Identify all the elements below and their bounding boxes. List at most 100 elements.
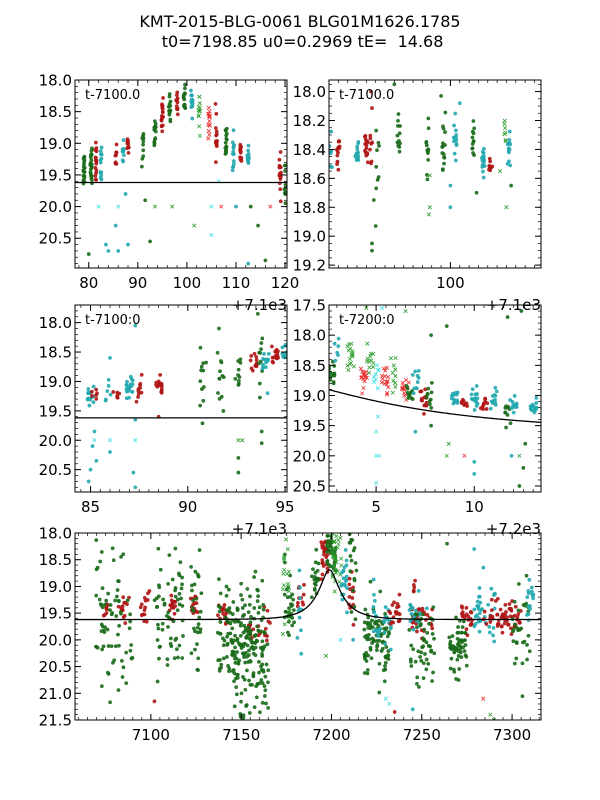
data-point-cross: [207, 115, 212, 120]
data-point: [430, 632, 435, 636]
data-point: [232, 143, 236, 148]
data-point: [173, 594, 178, 599]
data-point: [173, 586, 178, 590]
data-point: [170, 577, 175, 582]
data-point: [386, 653, 391, 658]
data-point: [413, 578, 417, 583]
data-point: [180, 603, 185, 608]
data-point: [408, 603, 413, 608]
data-point: [113, 644, 118, 649]
data-point: [189, 101, 194, 106]
data-point: [166, 625, 170, 629]
data-point: [216, 391, 220, 395]
data-point-cross: [371, 364, 376, 370]
data-point: [477, 611, 482, 616]
data-point-cross: [379, 305, 385, 311]
data-point: [472, 547, 477, 551]
data-point: [91, 384, 96, 389]
data-point: [167, 94, 172, 99]
data-point: [470, 135, 475, 140]
data-point: [428, 644, 433, 649]
data-point: [246, 648, 251, 653]
x-tick-label: 10: [465, 498, 484, 516]
data-point: [249, 354, 254, 358]
data-point: [128, 612, 133, 617]
data-point: [242, 655, 246, 660]
data-point: [279, 170, 283, 175]
data-point: [283, 169, 287, 173]
data-point: [159, 386, 164, 391]
y-tick-label: 18.5: [39, 103, 72, 121]
data-point-cross: [426, 212, 432, 217]
data-point: [141, 142, 145, 147]
data-point: [246, 660, 251, 664]
data-point: [397, 612, 402, 617]
data-point: [116, 579, 121, 584]
data-point: [374, 648, 379, 653]
y-tick-label: 19.5: [293, 417, 326, 435]
data-point: [129, 643, 134, 647]
data-point: [106, 249, 111, 253]
panel-bottom: 7100 7150 7200 7250 7300 18.0 18.5 19.0 19.5 20.0…: [39, 525, 542, 744]
data-point: [242, 677, 247, 682]
data-point-cross: [481, 696, 486, 701]
data-point: [454, 392, 459, 397]
data-point: [225, 643, 230, 647]
data-point: [529, 585, 534, 590]
data-point: [524, 573, 529, 578]
data-point: [325, 559, 330, 563]
data-point: [197, 548, 202, 552]
data-point: [520, 694, 525, 699]
data-point: [410, 373, 415, 377]
data-point: [196, 656, 201, 661]
data-point: [160, 123, 165, 128]
data-point: [344, 574, 349, 579]
data-point: [517, 484, 522, 488]
data-point: [165, 663, 170, 667]
data-point: [364, 659, 369, 663]
data-point-cross: [384, 392, 390, 397]
data-point: [176, 597, 180, 602]
data-point-cross: [502, 118, 507, 123]
data-point: [477, 629, 482, 634]
data-point-cross: [209, 233, 214, 238]
data-point-cross: [390, 370, 395, 375]
data-point: [141, 133, 145, 138]
data-point: [519, 309, 524, 313]
data-point: [262, 684, 267, 688]
data-point-cross: [359, 375, 364, 380]
data-point: [397, 139, 401, 143]
data-point: [215, 630, 220, 635]
data-point: [441, 141, 445, 146]
y-tick-label: 20.5: [39, 230, 72, 248]
data-point: [167, 553, 172, 558]
data-point: [198, 403, 203, 408]
data-point: [182, 97, 187, 102]
data-point: [240, 651, 245, 656]
data-point: [106, 591, 111, 596]
data-point: [217, 326, 221, 331]
data-point: [423, 387, 428, 392]
data-point-cross: [380, 376, 385, 381]
y-tick-label: 18.4: [293, 141, 326, 159]
data-point: [243, 660, 248, 665]
data-point: [224, 593, 229, 598]
data-point: [214, 111, 219, 116]
data-point: [405, 386, 410, 391]
data-point: [280, 351, 285, 356]
data-point: [155, 604, 160, 609]
data-point: [99, 629, 104, 634]
data-point: [99, 684, 104, 689]
x-tick-label: 110: [222, 274, 251, 292]
data-point: [101, 644, 106, 649]
data-point: [312, 586, 317, 591]
data-point: [100, 586, 105, 591]
data-point-cross: [197, 94, 202, 99]
data-point: [421, 676, 426, 681]
data-point: [390, 603, 395, 607]
data-point: [369, 159, 374, 164]
data-point: [368, 147, 372, 152]
data-point: [230, 649, 235, 654]
data-point: [363, 607, 368, 612]
data-point: [119, 611, 123, 616]
